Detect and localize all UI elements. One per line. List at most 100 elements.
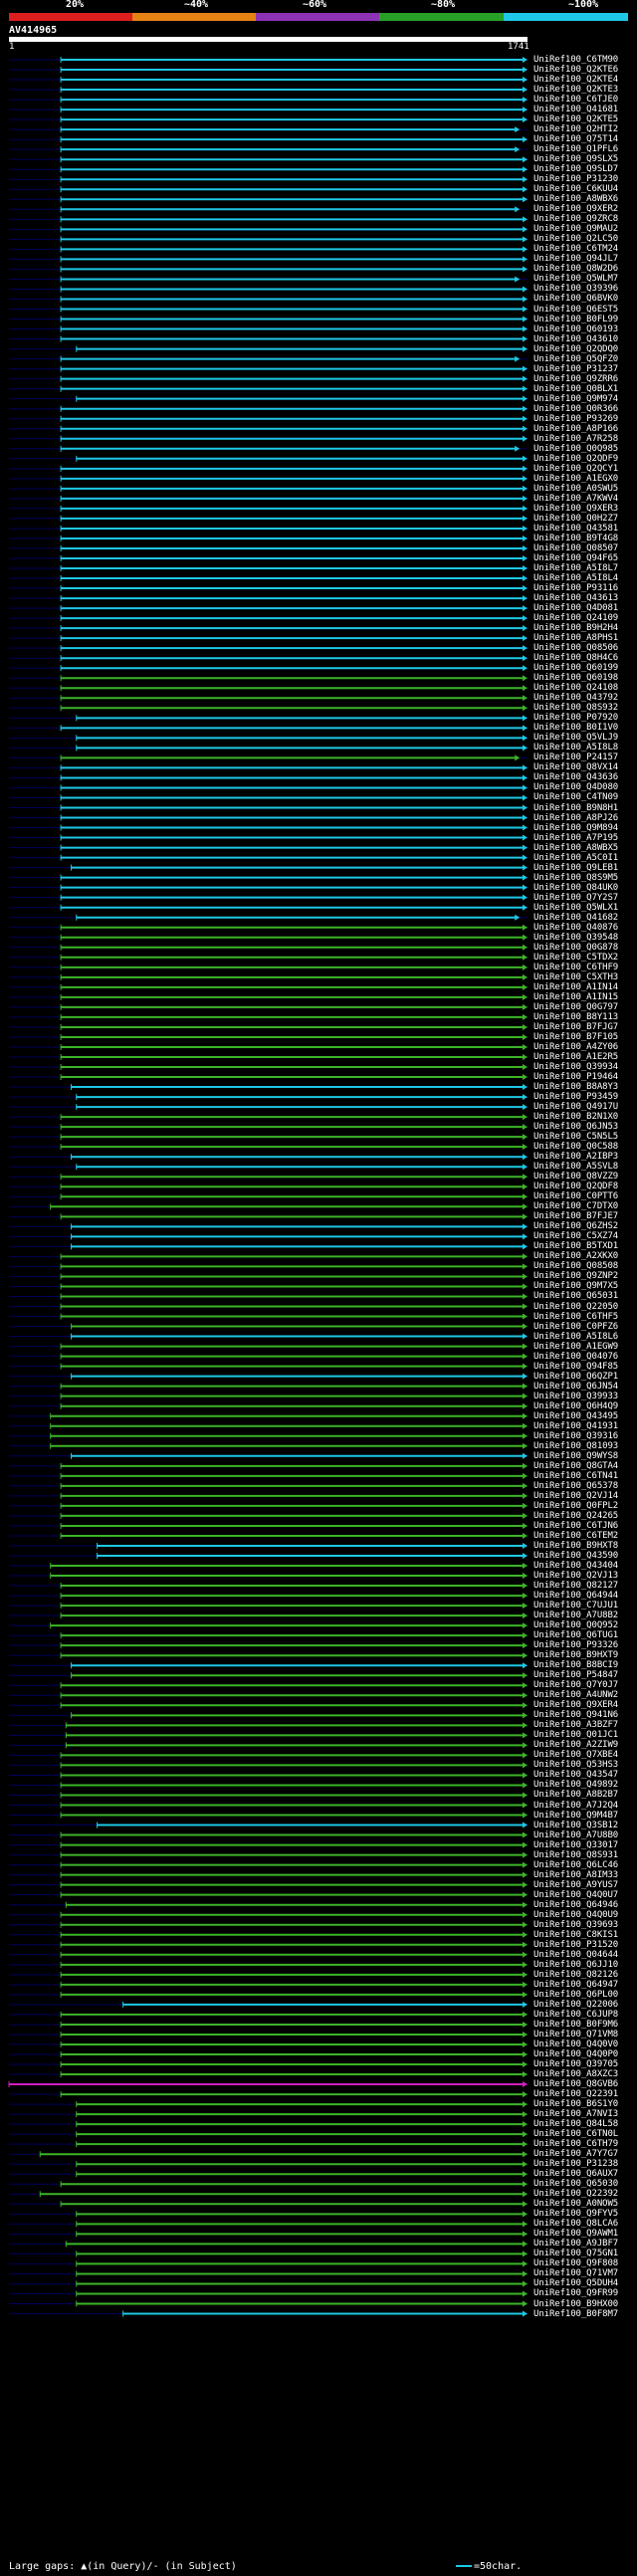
hit-row[interactable] — [9, 1603, 528, 1610]
hit-row[interactable] — [9, 814, 528, 821]
hit-label[interactable]: UniRef100_A5I8L4 — [533, 573, 619, 584]
hit-row[interactable] — [9, 1851, 528, 1858]
hit-row[interactable] — [9, 1233, 528, 1240]
hit-label[interactable]: UniRef100_Q6LC46 — [533, 1859, 619, 1870]
hit-label[interactable]: UniRef100_Q94F85 — [533, 1361, 619, 1372]
hit-label[interactable]: UniRef100_A9YUS7 — [533, 1879, 619, 1890]
hit-row[interactable] — [9, 1343, 528, 1350]
hit-row[interactable] — [9, 206, 528, 213]
hit-row[interactable] — [9, 445, 528, 452]
hit-row[interactable] — [9, 196, 528, 203]
hit-label[interactable]: UniRef100_A4UNW2 — [533, 1690, 619, 1701]
hit-row[interactable] — [9, 1253, 528, 1260]
hit-label[interactable]: UniRef100_Q08506 — [533, 643, 619, 654]
hit-row[interactable] — [9, 1383, 528, 1390]
hit-label[interactable]: UniRef100_A2XKX0 — [533, 1251, 619, 1262]
hit-row[interactable] — [9, 2260, 528, 2267]
hit-label[interactable]: UniRef100_A7Y7G7 — [533, 2149, 619, 2160]
hit-row[interactable] — [9, 116, 528, 123]
hit-row[interactable] — [9, 2040, 528, 2047]
hit-label[interactable]: UniRef100_P31237 — [533, 363, 619, 374]
hit-label[interactable]: UniRef100_Q6PL00 — [533, 1989, 619, 2000]
hit-label[interactable]: UniRef100_Q40876 — [533, 922, 619, 933]
hit-row[interactable] — [9, 1762, 528, 1769]
hit-row[interactable] — [9, 864, 528, 871]
hit-label[interactable]: UniRef100_B9N8H1 — [533, 802, 619, 813]
hit-label[interactable]: UniRef100_Q39934 — [533, 1062, 619, 1073]
hit-label[interactable]: UniRef100_Q8S932 — [533, 703, 619, 714]
hit-label[interactable]: UniRef100_Q0G878 — [533, 942, 619, 953]
hit-row[interactable] — [9, 993, 528, 1000]
hit-label[interactable]: UniRef100_Q4Q0U9 — [533, 1909, 619, 1920]
hit-row[interactable] — [9, 555, 528, 561]
hit-label[interactable]: UniRef100_Q9M974 — [533, 393, 619, 404]
hit-row[interactable] — [9, 595, 528, 602]
hit-label[interactable]: UniRef100_C4TN09 — [533, 792, 619, 803]
hit-label[interactable]: UniRef100_Q39396 — [533, 284, 619, 295]
hit-label[interactable]: UniRef100_Q8VX14 — [533, 762, 619, 773]
hit-label[interactable]: UniRef100_Q0C588 — [533, 1142, 619, 1153]
hit-row[interactable] — [9, 1183, 528, 1190]
hit-row[interactable] — [9, 335, 528, 342]
hit-label[interactable]: UniRef100_B9HXT9 — [533, 1650, 619, 1661]
hit-label[interactable]: UniRef100_Q75GN1 — [533, 2249, 619, 2259]
hit-row[interactable] — [9, 97, 528, 104]
hit-row[interactable] — [9, 1043, 528, 1050]
hit-label[interactable]: UniRef100_P54847 — [533, 1670, 619, 1681]
hit-row[interactable] — [9, 695, 528, 702]
hit-label[interactable]: UniRef100_Q6ZHS2 — [533, 1221, 619, 1232]
hit-row[interactable] — [9, 2021, 528, 2028]
hit-row[interactable] — [9, 1154, 528, 1161]
hit-label[interactable]: UniRef100_B5TXD1 — [533, 1241, 619, 1252]
hit-label[interactable]: UniRef100_Q81093 — [533, 1440, 619, 1451]
hit-label[interactable]: UniRef100_P31230 — [533, 174, 619, 185]
hit-row[interactable] — [9, 914, 528, 921]
hit-row[interactable] — [9, 1402, 528, 1409]
hit-row[interactable] — [9, 735, 528, 742]
hit-label[interactable]: UniRef100_Q2QCY1 — [533, 463, 619, 474]
hit-row[interactable] — [9, 395, 528, 402]
hit-row[interactable] — [9, 375, 528, 382]
hit-label[interactable]: UniRef100_Q5DUH4 — [533, 2278, 619, 2289]
hit-row[interactable] — [9, 2131, 528, 2138]
hit-row[interactable] — [9, 2241, 528, 2248]
hit-row[interactable] — [9, 1023, 528, 1030]
hit-label[interactable]: UniRef100_A8B2B7 — [533, 1790, 619, 1801]
hit-row[interactable] — [9, 1003, 528, 1010]
hit-label[interactable]: UniRef100_Q9XER2 — [533, 204, 619, 215]
hit-row[interactable] — [9, 954, 528, 961]
hit-row[interactable] — [9, 1871, 528, 1878]
hit-row[interactable] — [9, 146, 528, 153]
hit-row[interactable] — [9, 2290, 528, 2297]
hit-label[interactable]: UniRef100_B8A8Y3 — [533, 1082, 619, 1093]
hit-label[interactable]: UniRef100_Q82126 — [533, 1969, 619, 1980]
hit-row[interactable] — [9, 1921, 528, 1928]
hit-row[interactable] — [9, 1822, 528, 1828]
hit-label[interactable]: UniRef100_Q60193 — [533, 323, 619, 334]
hit-label[interactable]: UniRef100_Q7XBE4 — [533, 1750, 619, 1761]
hit-label[interactable]: UniRef100_C6TJE0 — [533, 95, 619, 106]
hit-label[interactable]: UniRef100_C0PFZ6 — [533, 1321, 619, 1332]
hit-row[interactable] — [9, 176, 528, 183]
hit-label[interactable]: UniRef100_Q0G797 — [533, 1001, 619, 1012]
hit-row[interactable] — [9, 1193, 528, 1200]
hit-row[interactable] — [9, 1124, 528, 1131]
hit-label[interactable]: UniRef100_Q49892 — [533, 1780, 619, 1791]
hit-label[interactable]: UniRef100_Q75T14 — [533, 134, 619, 145]
hit-label[interactable]: UniRef100_Q4Q0P0 — [533, 2049, 619, 2059]
hit-row[interactable] — [9, 2211, 528, 2218]
hit-label[interactable]: UniRef100_Q65031 — [533, 1291, 619, 1302]
hit-row[interactable] — [9, 2270, 528, 2277]
hit-row[interactable] — [9, 764, 528, 771]
hit-label[interactable]: UniRef100_Q9MAU2 — [533, 224, 619, 235]
hit-row[interactable] — [9, 535, 528, 541]
hit-label[interactable]: UniRef100_Q9M7X5 — [533, 1281, 619, 1292]
hit-row[interactable] — [9, 156, 528, 163]
hit-label[interactable]: UniRef100_A8IM33 — [533, 1869, 619, 1880]
hit-row[interactable] — [9, 715, 528, 722]
hit-label[interactable]: UniRef100_Q0BLX1 — [533, 383, 619, 394]
hit-label[interactable]: UniRef100_Q2KTE5 — [533, 114, 619, 125]
hit-row[interactable] — [9, 1911, 528, 1918]
hit-label[interactable]: UniRef100_Q5QFZ0 — [533, 353, 619, 364]
hit-row[interactable] — [9, 1164, 528, 1171]
